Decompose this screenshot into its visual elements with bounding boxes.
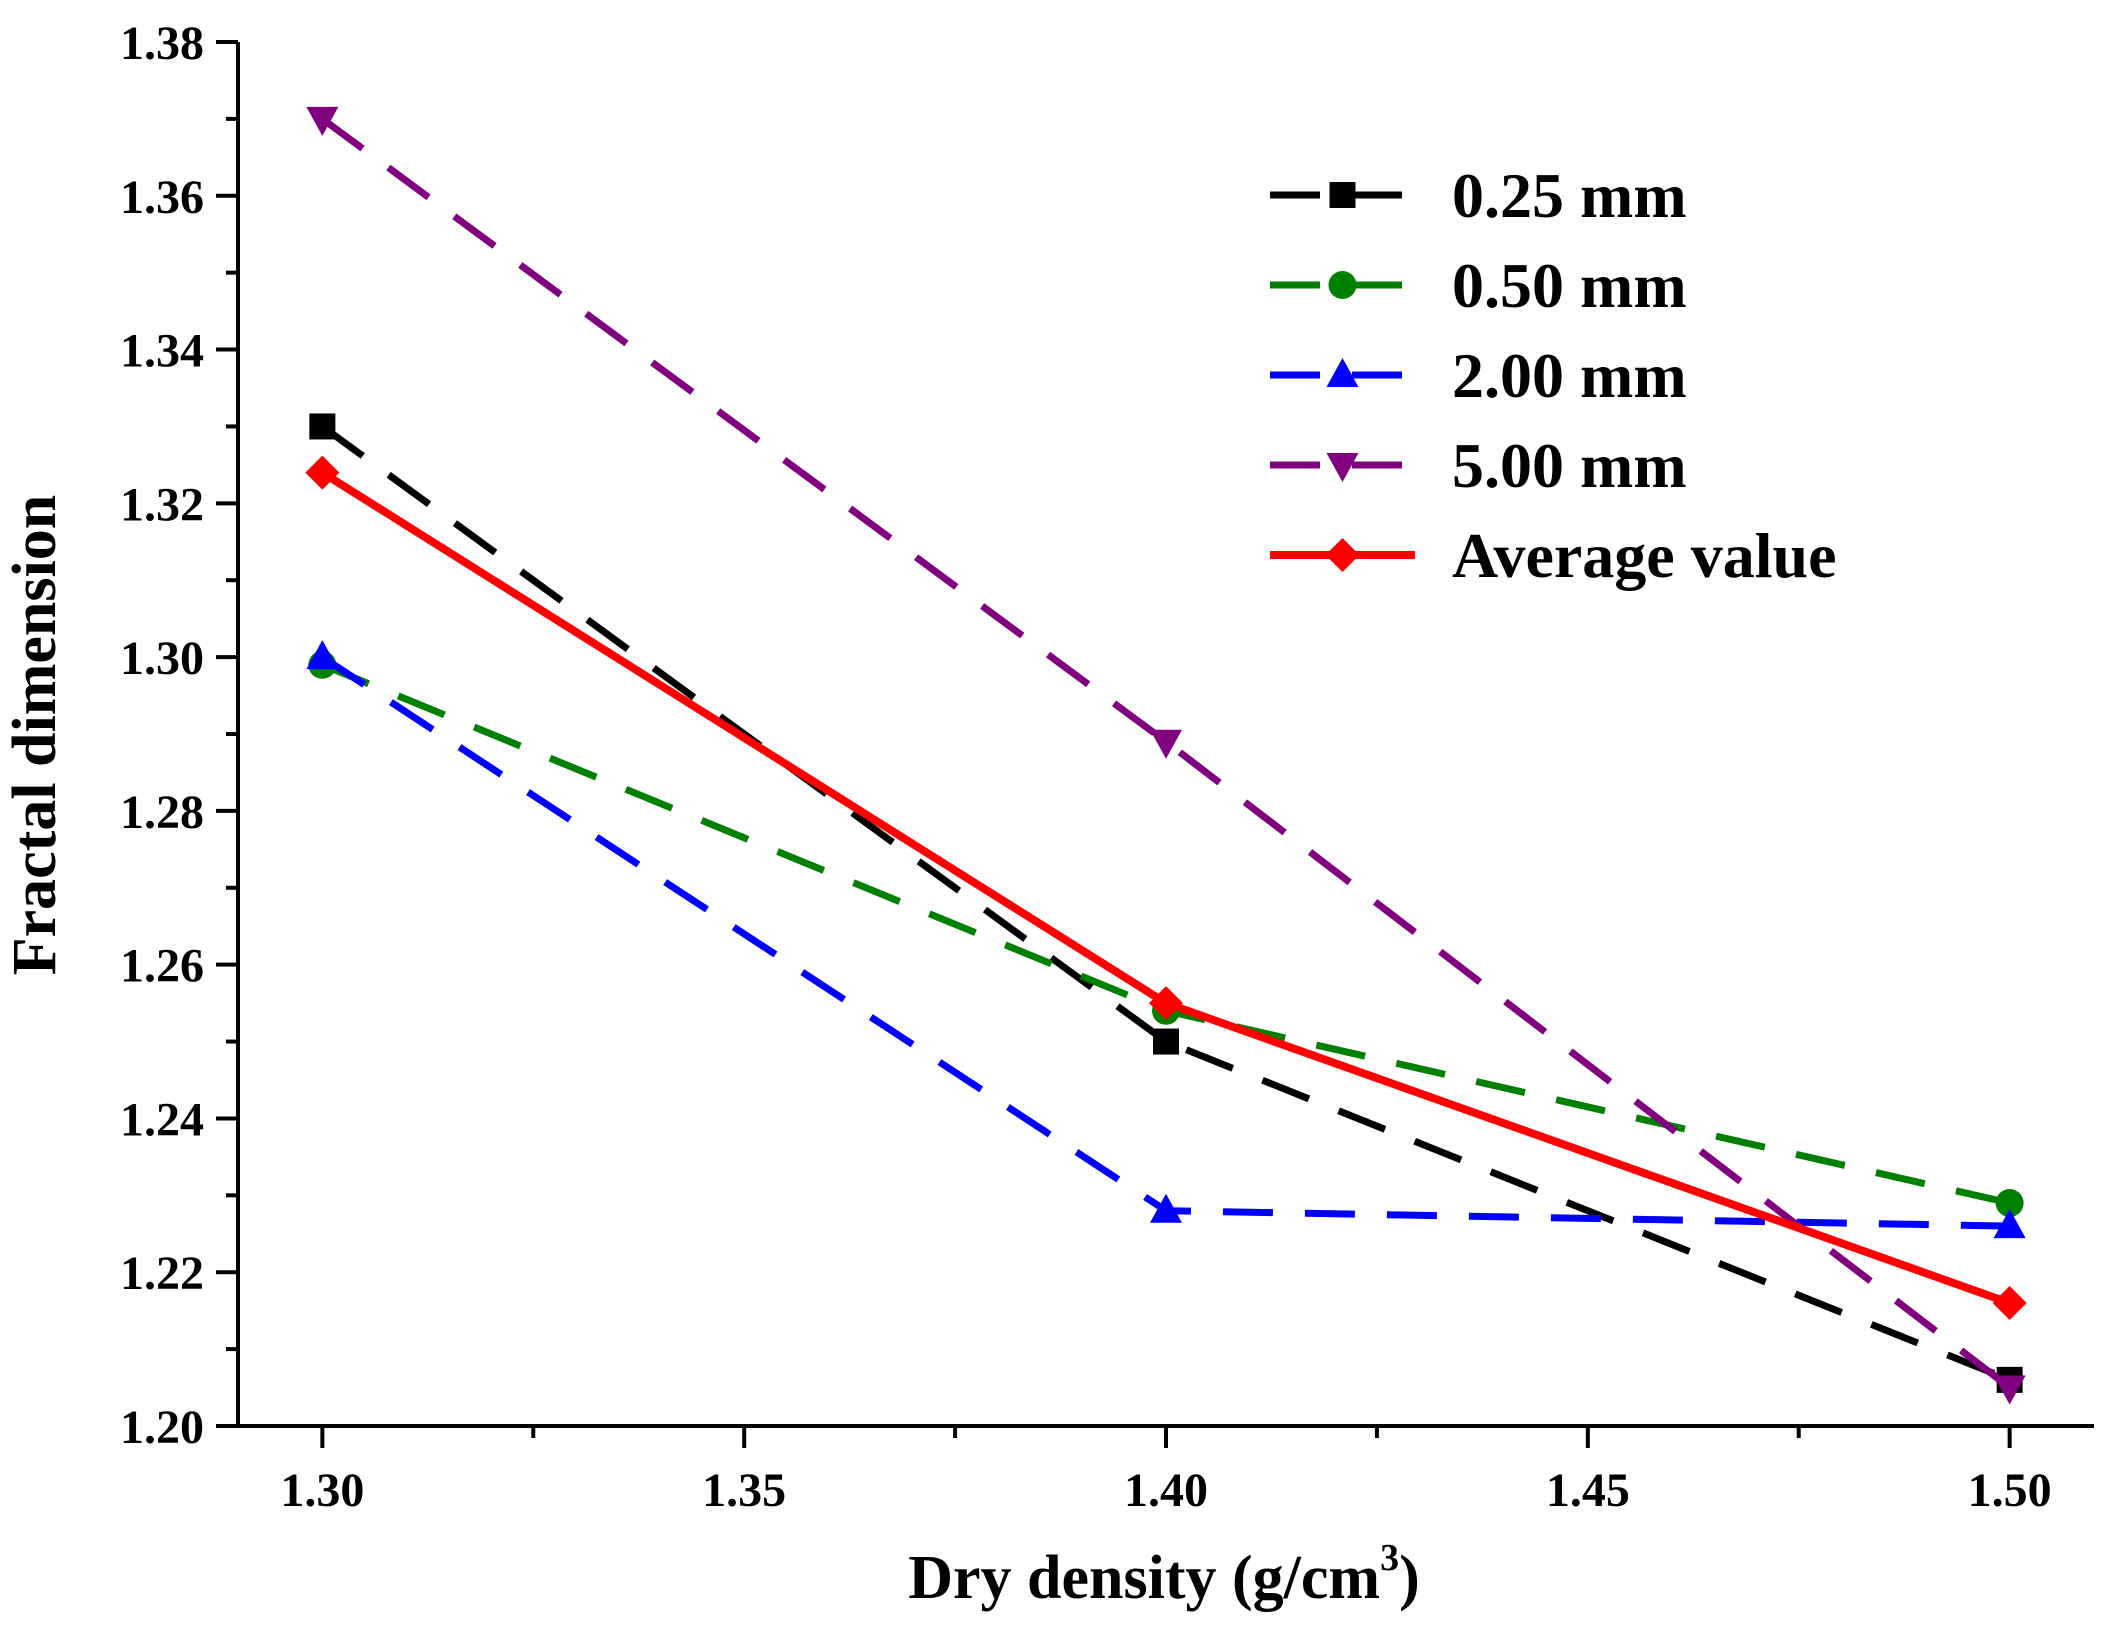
data-point xyxy=(1995,1189,2024,1218)
legend-label: 0.25 mm xyxy=(1452,160,1687,231)
x-axis-title-superscript: 3 xyxy=(1380,1537,1399,1579)
y-tick-label: 1.34 xyxy=(120,325,204,378)
y-tick-label: 1.22 xyxy=(120,1247,204,1300)
series-average-value xyxy=(305,455,2027,1320)
y-tick-label: 1.28 xyxy=(120,786,204,839)
x-axis-title-suffix: ) xyxy=(1399,1544,1420,1612)
x-axis-title: Dry density (g/cm3) xyxy=(908,1537,1419,1612)
series-2-00-mm xyxy=(306,640,2026,1239)
series-layer xyxy=(305,106,2027,1405)
legend-label: 0.50 mm xyxy=(1452,250,1687,321)
series-line xyxy=(320,469,2011,1307)
x-tick-label: 1.40 xyxy=(1124,1464,1208,1517)
legend-item: 0.50 mm xyxy=(1270,250,1687,321)
y-tick-label: 1.30 xyxy=(120,632,204,685)
data-point xyxy=(1150,729,1182,759)
y-tick-label: 1.26 xyxy=(120,940,204,993)
data-point xyxy=(1992,1285,2027,1320)
x-tick-label: 1.35 xyxy=(702,1464,786,1517)
data-point xyxy=(1149,986,1183,1021)
data-point xyxy=(1993,1209,2026,1239)
legend-swatch-marker xyxy=(1329,182,1356,208)
series-line xyxy=(320,423,2011,1384)
legend-swatch-marker xyxy=(1326,453,1359,482)
y-tick-label: 1.32 xyxy=(120,478,204,531)
x-tick-label: 1.30 xyxy=(280,1464,364,1517)
x-tick-label: 1.50 xyxy=(1968,1464,2052,1517)
data-point xyxy=(305,455,340,490)
legend-label: Average value xyxy=(1452,520,1836,591)
data-point xyxy=(1993,1375,2026,1405)
y-tick-label: 1.38 xyxy=(120,17,204,70)
legend-item: 0.25 mm xyxy=(1270,160,1687,231)
legend: 0.25 mm 0.50 mm 2.00 mm 5.00 mm Average valu… xyxy=(1270,160,1836,591)
legend-swatch-marker xyxy=(1328,271,1357,299)
axes: 1.30 1.35 1.40 1.45 1.50 1.20 1.22 1.24 1.26 1.28… xyxy=(120,17,2094,1517)
legend-label: 2.00 mm xyxy=(1452,340,1687,411)
y-tick-label: 1.20 xyxy=(120,1401,204,1454)
data-point xyxy=(306,106,339,136)
x-tick-label: 1.45 xyxy=(1546,1464,1630,1517)
legend-swatch-marker xyxy=(1326,358,1359,387)
data-point xyxy=(1153,1028,1179,1055)
legend-item: 2.00 mm xyxy=(1270,340,1687,411)
y-axis-title: Fractal dimension xyxy=(1,495,69,975)
data-point xyxy=(306,640,339,670)
data-point xyxy=(309,413,336,440)
legend-item: 5.00 mm xyxy=(1270,430,1687,501)
legend-item: Average value xyxy=(1270,520,1836,591)
legend-label: 5.00 mm xyxy=(1452,430,1687,501)
series-5-00-mm xyxy=(306,106,2026,1405)
y-tick-label: 1.36 xyxy=(120,171,204,224)
data-point xyxy=(1150,1193,1182,1223)
x-axis-title-main: Dry density (g/cm xyxy=(908,1544,1380,1612)
y-tick-label: 1.24 xyxy=(120,1093,204,1146)
series-line xyxy=(320,116,2012,1391)
legend-swatch-marker xyxy=(1325,538,1360,572)
